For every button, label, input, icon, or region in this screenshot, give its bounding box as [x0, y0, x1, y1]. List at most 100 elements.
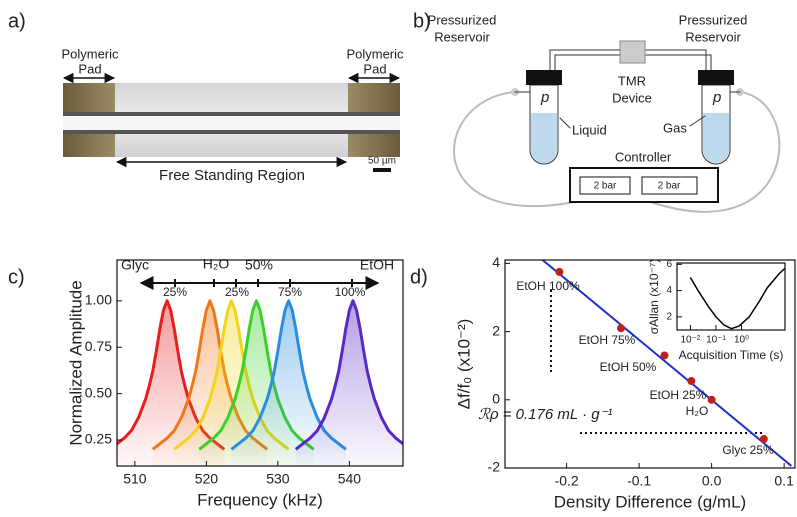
panel-label: d) [410, 266, 428, 288]
line [294, 299, 403, 451]
top-axis-label: 50% [245, 257, 273, 273]
y-tick-label: 2 [492, 322, 500, 338]
point [617, 324, 625, 333]
panel-a: a) Polymeric Pad Polymeric Pad Free Stan… [8, 10, 404, 184]
panel-label: c) [8, 266, 25, 288]
y-tick-label: 6 [666, 259, 672, 270]
display [641, 176, 698, 195]
top-axis-mark: 25% [163, 285, 187, 299]
cap [526, 70, 562, 85]
liquid-fill [703, 113, 729, 163]
y-tick-label: 0.75 [85, 338, 112, 354]
pressure-label: p [712, 89, 721, 106]
device-label: TMR [618, 73, 646, 88]
plot-area [117, 299, 403, 466]
setting: 2 bar [658, 181, 681, 192]
top-tick [174, 279, 353, 287]
y-tick-label: 1.00 [85, 292, 112, 308]
guide-line [550, 290, 765, 434]
y-tick-label: 4 [492, 254, 500, 270]
top-axis-mark: 25% [225, 285, 249, 299]
gas-line [452, 91, 601, 208]
y-axis-title: Δf/f₀ (x10⁻²) [454, 319, 473, 410]
reservoir-label: Reservoir [685, 29, 741, 44]
x-tick-label: 10⁰ [734, 335, 749, 346]
top-axis-label: Glyc [121, 257, 149, 273]
plot-area [541, 260, 793, 467]
panel-b: b) p p Pressurized Reservoir Pressurized… [413, 10, 781, 213]
x-tick-label: 530 [266, 471, 290, 487]
point [555, 267, 564, 276]
point-label: EtOH 75% [579, 333, 636, 347]
gas-label: Gas [663, 120, 687, 135]
display [579, 176, 631, 195]
top-axis-label: H₂O [203, 256, 230, 272]
x-axis-title: Frequency (kHz) [197, 490, 323, 509]
pad-label: Polymeric [61, 46, 119, 61]
axes-frame [504, 259, 796, 469]
y-tick-label: 2 [666, 312, 672, 323]
scale-bar [373, 168, 391, 172]
top-axis-label: EtOH [360, 257, 394, 273]
area-fill [295, 300, 403, 466]
x-tick-label: 0.1 [774, 473, 794, 489]
point-label: EtOH 25% [650, 388, 707, 402]
axes-frame [676, 262, 786, 331]
plot-area [689, 267, 785, 330]
y-tick-label: 0.25 [85, 431, 112, 447]
top-axis-mark: 75% [278, 285, 302, 299]
area-fill [231, 300, 346, 466]
x-tick-label: -0.2 [555, 473, 579, 489]
point [687, 377, 696, 386]
top-axis-mark: 100% [335, 285, 366, 299]
y-tick-label: 0 [492, 391, 500, 407]
tubing [549, 49, 712, 71]
point-label: Glyc 25% [722, 443, 774, 457]
scale-label: 50 µm [368, 156, 396, 167]
y-tick-label: 4 [666, 285, 672, 296]
pad-label: Pad [78, 61, 101, 76]
x-tick-label: 10⁻² [681, 335, 701, 346]
point-label: H₂O [686, 404, 709, 418]
x-tick-label: 540 [338, 471, 362, 487]
panel-label: a) [8, 10, 26, 32]
x-tick-label: 520 [195, 471, 219, 487]
panel-label: b) [413, 10, 431, 32]
point-label: EtOH 100% [516, 279, 580, 293]
gas-line [644, 91, 781, 213]
leader [689, 115, 706, 127]
point [707, 395, 716, 404]
device-label: Device [612, 90, 652, 105]
region-label: Free Standing Region [159, 167, 305, 184]
line [689, 267, 785, 330]
x-tick-label: 510 [123, 471, 147, 487]
annotation: ℛρ = 0.176 mL · g⁻¹ [478, 406, 613, 423]
x-tick-label: 0.0 [702, 473, 722, 489]
point [660, 351, 669, 360]
top-axis [139, 276, 380, 290]
cap [698, 70, 734, 85]
reservoir-label: Pressurized [428, 12, 497, 27]
setting: 2 bar [594, 181, 617, 192]
x-axis-title: Acquisition Time (s) [679, 348, 784, 362]
reservoir-label: Pressurized [679, 12, 748, 27]
reservoir-label: Reservoir [434, 29, 490, 44]
leader [559, 117, 571, 129]
pad-label: Pad [363, 61, 386, 76]
y-axis-title: Normalized Amplitude [66, 280, 85, 445]
point [759, 435, 768, 444]
pad-label: Polymeric [346, 46, 404, 61]
pressure-label: p [540, 89, 549, 106]
y-axis-title: σAllan (x10⁻⁷) [647, 259, 661, 334]
channel [63, 116, 400, 130]
axes-frame [116, 259, 404, 467]
x-tick-label: 10⁻¹ [706, 335, 726, 346]
device-box [619, 40, 646, 64]
controller-label: Controller [615, 149, 672, 164]
x-axis-title: Density Difference (g/mL) [554, 492, 746, 511]
y-tick-label: 0.50 [85, 384, 112, 400]
x-tick-label: -0.1 [627, 473, 651, 489]
point-label: EtOH 50% [600, 360, 657, 374]
liquid-fill [531, 113, 557, 163]
